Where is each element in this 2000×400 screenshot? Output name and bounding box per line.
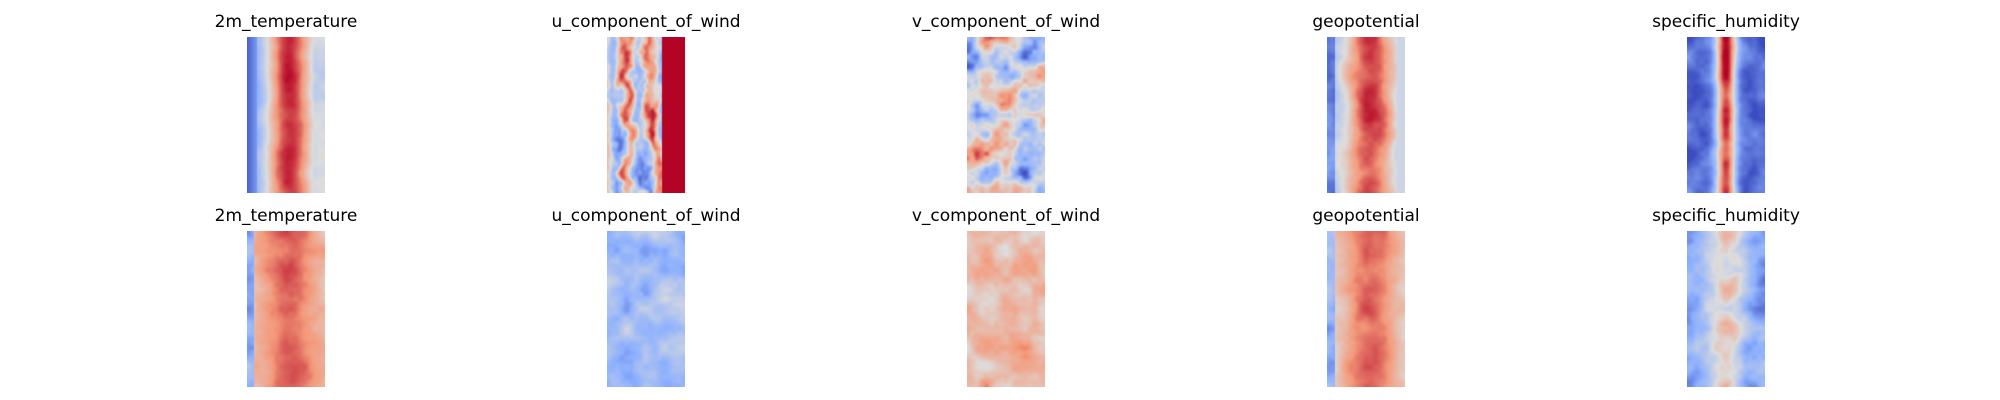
panel-title-r1-c2: u_component_of_wind: [551, 12, 741, 32]
panel-title-r2-c3: v_component_of_wind: [911, 206, 1101, 226]
panel-title-r2-c2: u_component_of_wind: [551, 206, 741, 226]
heatmap-r1-c2: [607, 37, 685, 193]
heatmap-r2-c5: [1687, 231, 1765, 387]
panel-title-r2-c1: 2m_temperature: [214, 206, 358, 226]
panel-title-r1-c3: v_component_of_wind: [911, 12, 1101, 32]
panel-title-r1-c4: geopotential: [1312, 12, 1420, 32]
heatmap-r2-c2: [607, 231, 685, 387]
panel-title-r1-c1: 2m_temperature: [214, 12, 358, 32]
heatmap-r1-c4: [1327, 37, 1405, 193]
panel-title-r2-c5: specific_humidity: [1652, 206, 1800, 226]
panel-title-r2-c4: geopotential: [1312, 206, 1420, 226]
heatmap-r2-c4: [1327, 231, 1405, 387]
heatmap-r1-c3: [967, 37, 1045, 193]
heatmap-r2-c1: [247, 231, 325, 387]
heatmap-r2-c3: [967, 231, 1045, 387]
panel-title-r1-c5: specific_humidity: [1652, 12, 1800, 32]
heatmap-r1-c5: [1687, 37, 1765, 193]
heatmap-r1-c1: [247, 37, 325, 193]
